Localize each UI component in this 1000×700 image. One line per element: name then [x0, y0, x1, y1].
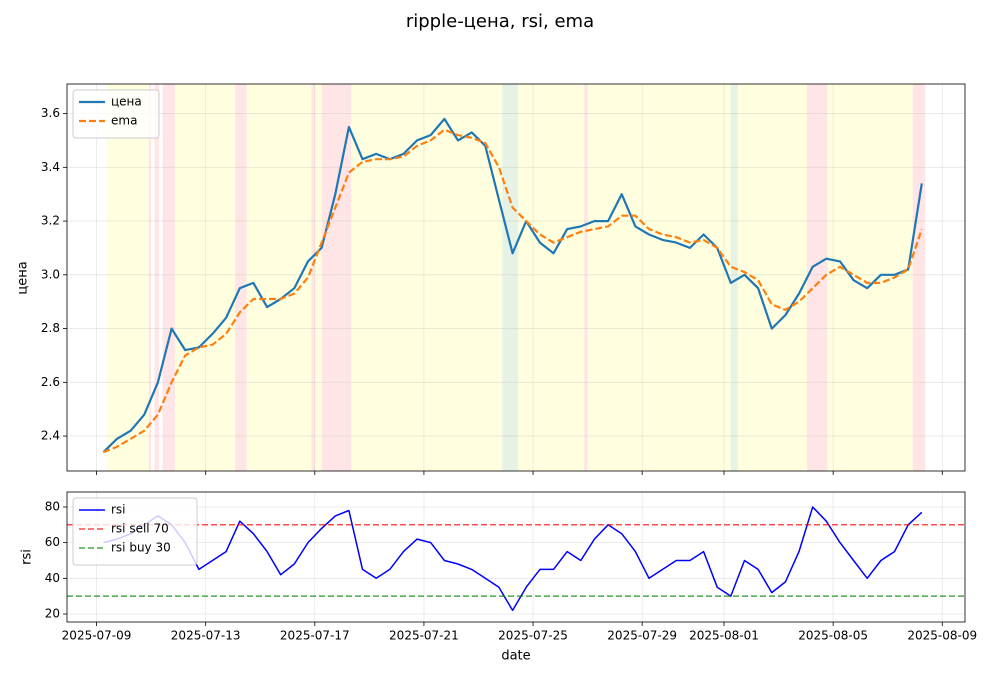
series-line [102, 117, 923, 453]
legend-label: ema [111, 114, 137, 128]
axes-frame [66, 491, 966, 623]
signal-span [584, 84, 588, 471]
legend-label: rsi buy 30 [111, 541, 171, 555]
signal-span [502, 84, 519, 471]
y-axis-label: rsi [20, 549, 35, 565]
signal-span [827, 84, 913, 471]
chart-title: ripple-цена, rsi, ema [406, 11, 594, 32]
signal-span [351, 84, 503, 471]
y-tick-label: 2.8 [41, 321, 60, 335]
y-tick-label: 3.4 [41, 160, 60, 174]
signal-span [912, 84, 926, 471]
signal-span [235, 84, 247, 471]
x-tick-label: 2025-07-25 [498, 629, 568, 643]
signal-span [154, 84, 160, 471]
legend-label: rsi sell 70 [111, 522, 169, 536]
signal-span [148, 84, 152, 471]
x-tick-label: 2025-07-09 [62, 629, 132, 643]
series-line [102, 128, 923, 454]
legend-box [72, 497, 198, 566]
signal-span [106, 84, 149, 471]
x-tick-label: 2025-07-21 [389, 629, 459, 643]
y-tick-label: 3.0 [41, 267, 60, 281]
signal-span [806, 84, 828, 471]
series-line [103, 506, 923, 612]
x-tick-label: 2025-08-09 [907, 629, 977, 643]
y-axis-label: цена [16, 261, 31, 294]
legend-label: цена [111, 95, 142, 109]
x-tick-label: 2025-08-01 [689, 629, 759, 643]
signal-span [518, 84, 585, 471]
axes-frame [66, 83, 966, 472]
x-tick-label: 2025-07-17 [280, 629, 350, 643]
signal-span [246, 84, 312, 471]
x-tick-label: 2025-08-05 [798, 629, 868, 643]
signal-span [314, 84, 322, 471]
legend-label: rsi [111, 503, 126, 517]
x-axis-label: date [501, 649, 530, 664]
y-tick-label: 20 [45, 606, 60, 620]
signal-span [174, 84, 236, 471]
signal-span [737, 84, 807, 471]
y-tick-label: 3.2 [41, 214, 60, 228]
y-tick-label: 80 [45, 499, 60, 513]
x-tick-label: 2025-07-13 [171, 629, 241, 643]
signal-span [730, 84, 738, 471]
y-tick-label: 60 [45, 535, 60, 549]
y-tick-label: 40 [45, 571, 60, 585]
signal-span [311, 84, 315, 471]
signal-span [321, 84, 352, 471]
signal-span [587, 84, 731, 471]
signal-span [162, 84, 175, 471]
y-tick-label: 3.6 [41, 106, 60, 120]
x-tick-label: 2025-07-29 [607, 629, 677, 643]
y-tick-label: 2.6 [41, 375, 60, 389]
y-tick-label: 2.4 [41, 429, 60, 443]
